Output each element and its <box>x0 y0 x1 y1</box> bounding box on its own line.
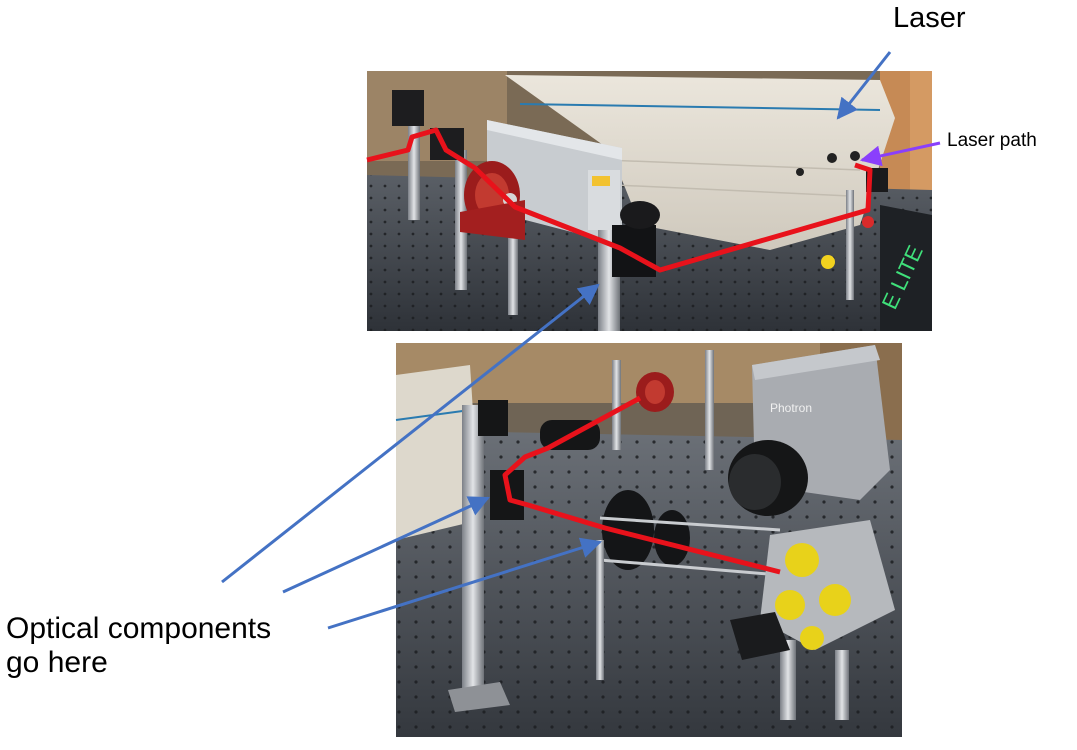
laser-label: Laser <box>893 2 966 34</box>
laser-path-label: Laser path <box>947 130 1037 151</box>
laser-path-pointer-arrow <box>859 141 941 167</box>
camera-brand-marking: Photron <box>770 401 812 415</box>
bottom-photo: Photron <box>395 343 902 737</box>
optical-pointer-arrow-middle <box>282 496 490 594</box>
laser-pointer-arrow <box>836 51 892 120</box>
optical-pointer-arrow-top <box>221 283 600 584</box>
bottom-laser-beam <box>502 395 781 575</box>
optical-label-line1: Optical components <box>6 612 272 645</box>
top-laser-beam <box>366 127 873 273</box>
optical-components-label: Optical components go here <box>6 612 271 679</box>
optical-label-line2: go here <box>6 645 108 679</box>
optical-pointer-arrow-bottom <box>327 537 603 630</box>
top-photo: E LITE <box>366 71 932 331</box>
